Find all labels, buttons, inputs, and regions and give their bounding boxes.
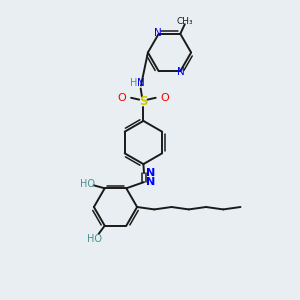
Text: N: N [177,67,185,77]
Text: O: O [160,93,169,103]
Text: N: N [154,28,162,38]
Text: H: H [130,78,138,88]
Text: HO: HO [87,234,102,244]
Text: HO: HO [80,179,95,189]
Text: O: O [118,93,127,103]
Text: CH₃: CH₃ [176,17,193,26]
Text: N: N [146,168,155,178]
Text: S: S [139,95,148,108]
Text: N: N [137,78,145,88]
Text: N: N [146,177,155,187]
